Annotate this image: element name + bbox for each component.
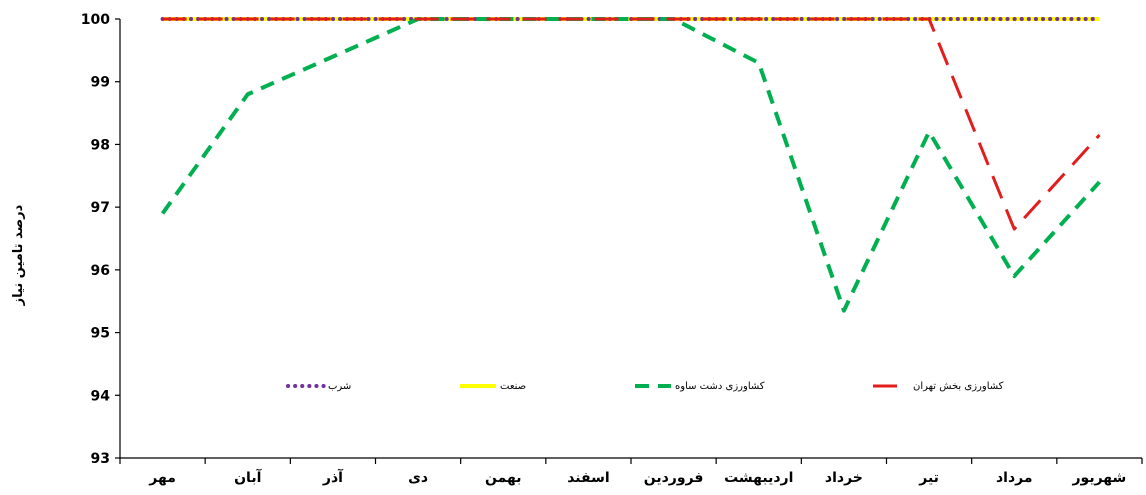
x-tick-label: مرداد — [996, 470, 1033, 486]
y-tick-label: 96 — [91, 263, 110, 279]
x-tick-label: شهریور — [1072, 470, 1127, 486]
legend-label: کشاورزی دشت ساوه — [675, 381, 765, 392]
legend-label: شرب — [328, 381, 351, 392]
series-line-2 — [160, 17, 1101, 313]
x-tick-label: بهمن — [485, 470, 521, 486]
x-tick-label: خرداد — [825, 470, 863, 486]
y-tick-label: 98 — [91, 137, 110, 153]
x-tick-label: آبان — [234, 468, 262, 486]
y-ticks: 93 94 95 96 97 98 99 100 — [81, 12, 120, 467]
x-tick-label: اسفند — [567, 470, 609, 486]
y-tick-label: 97 — [91, 200, 110, 216]
series-line-3 — [162, 17, 1101, 231]
x-tick-label: آذر — [322, 468, 344, 486]
x-tick-label: دی — [408, 470, 428, 486]
y-tick-label: 95 — [91, 326, 110, 342]
x-tick-label: فروردین — [644, 470, 704, 486]
x-tick-label: تیر — [918, 470, 939, 486]
y-axis-title: درصد تامین نیاز — [11, 204, 26, 306]
legend: شرب صنعت کشاورزی دشت ساوه کشاورزی بخش تهران — [286, 381, 1004, 392]
x-tick-label: اردیبهشت — [724, 470, 793, 486]
y-tick-label: 99 — [91, 75, 110, 91]
y-tick-label: 100 — [81, 12, 110, 28]
x-tick-label: مهر — [148, 470, 176, 486]
y-tick-label: 93 — [91, 451, 110, 467]
legend-label: کشاورزی بخش تهران — [913, 381, 1004, 392]
series-lines — [160, 17, 1102, 313]
y-tick-label: 94 — [91, 388, 111, 404]
x-ticks: مهر آبان آذر دی بهمن اسفند فروردین اردیبهشت خردا… — [119, 458, 1143, 486]
legend-label: صنعت — [500, 381, 526, 392]
